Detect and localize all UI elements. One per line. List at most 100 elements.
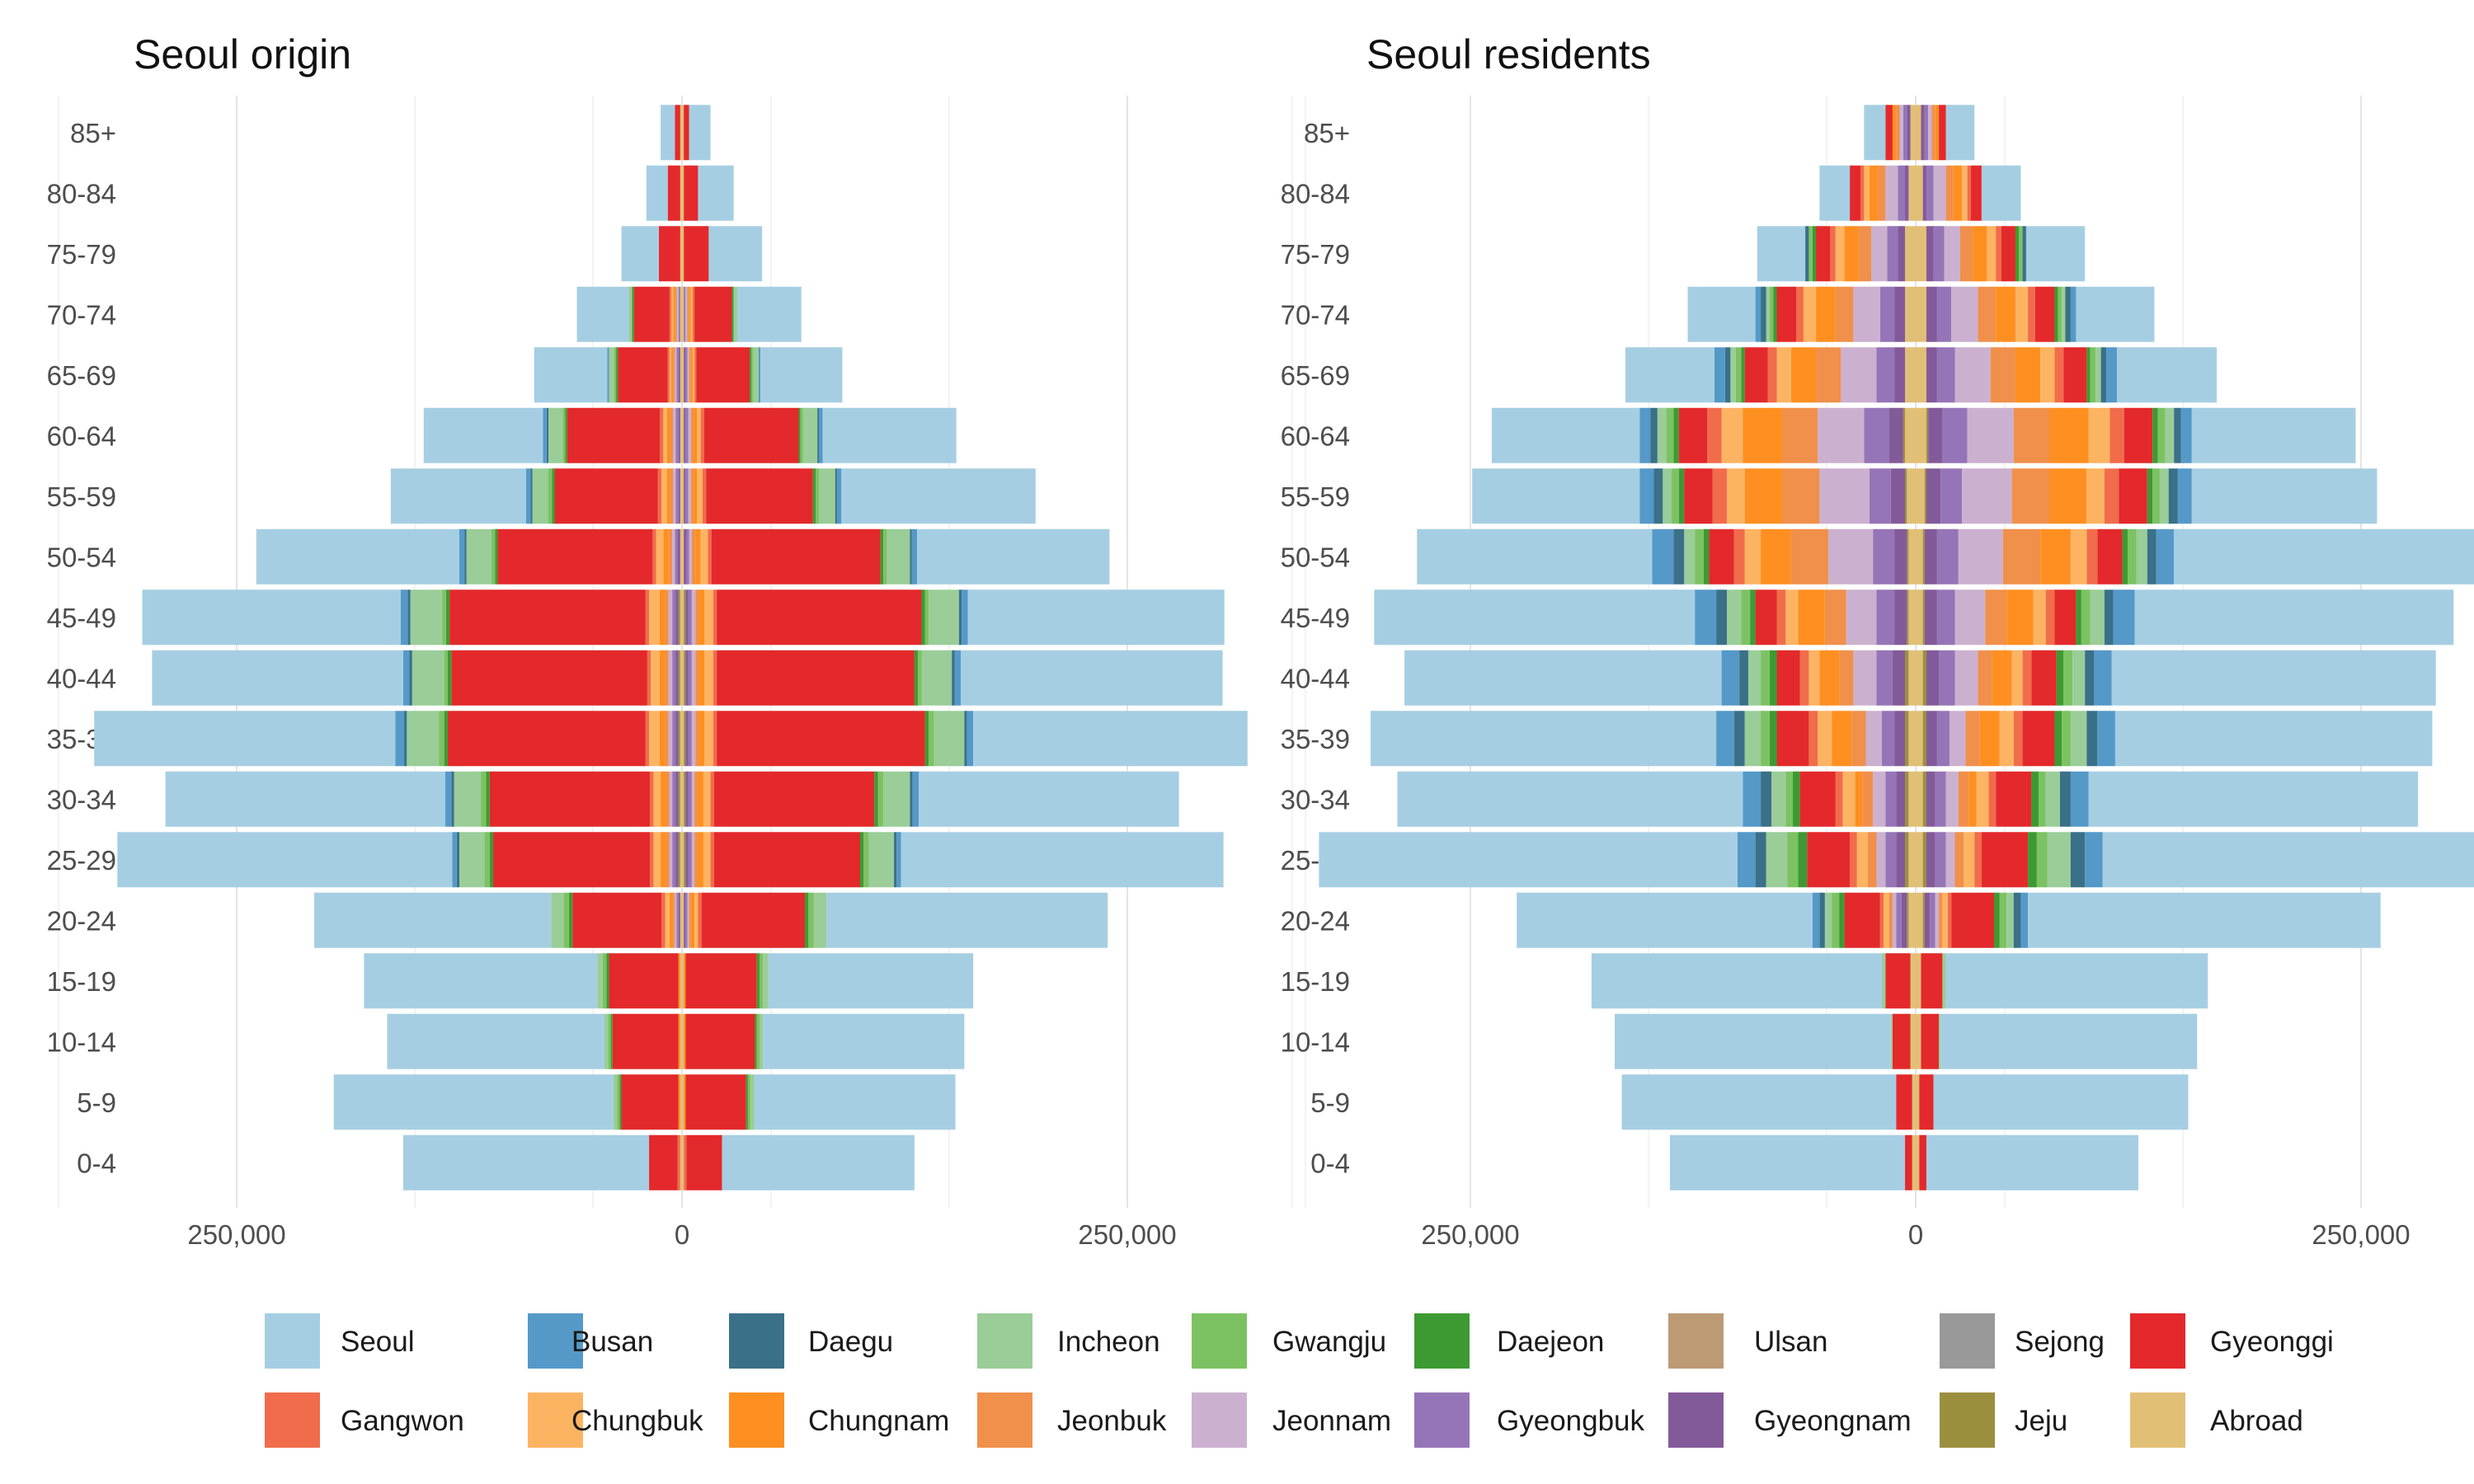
bar-segment-gyeongbuk-left xyxy=(1898,165,1906,221)
bar-segment-gyeongnam-right xyxy=(1926,286,1937,342)
bar-segment-gyeongbuk-right xyxy=(686,528,689,585)
bar-segment-gyeonggi-left xyxy=(1885,105,1893,161)
bar-segment-jeju-left xyxy=(1907,892,1909,948)
bar-segment-jeonnam-left xyxy=(1853,650,1877,706)
bar-segment-gyeongbuk-right xyxy=(688,832,692,888)
bar-segment-gangwon-right xyxy=(713,650,717,706)
bar-segment-jeju-right xyxy=(1924,468,1926,524)
bar-segment-gyeongbuk-left xyxy=(672,832,676,888)
legend-swatch xyxy=(1668,1313,1724,1369)
bar-segment-gangwon-right xyxy=(710,832,714,888)
bar-segment-abroad-right xyxy=(1916,407,1926,463)
bar-segment-jeonnam-right xyxy=(691,589,696,646)
bar-segment-daejeon-left xyxy=(1798,832,1808,888)
bar-segment-incheon-left xyxy=(1881,953,1886,1009)
bar-segment-jeonbuk-right xyxy=(1965,711,1980,767)
bar-segment-gangwon-right xyxy=(692,286,695,342)
bar-segment-chungbuk-right xyxy=(697,407,701,463)
y-tick-label: 30-34 xyxy=(47,784,116,815)
bar-segment-jeonnam-left xyxy=(1841,347,1877,403)
bar-segment-jeonbuk-left xyxy=(1858,226,1871,282)
bar-segment-incheon-left xyxy=(1747,650,1761,706)
bar-segment-gyeongbuk-left xyxy=(1879,286,1895,342)
bar-segment-gyeongnam-left xyxy=(1894,286,1906,342)
x-tick-label: 250,000 xyxy=(1078,1219,1176,1250)
bar-segment-abroad-right xyxy=(1916,347,1926,403)
bar-segment-gyeongnam-left xyxy=(1907,105,1911,161)
bar-segment-gwangju-right xyxy=(808,892,814,948)
bar-segment-incheon-left xyxy=(466,528,492,585)
y-tick-label: 85+ xyxy=(70,118,116,148)
bar-segment-seoul-left xyxy=(333,1074,614,1130)
bar-segment-gyeongbuk-left xyxy=(672,589,676,646)
bar-segment-daegu-right xyxy=(952,650,955,706)
bar-segment-jeonbuk-right xyxy=(1978,650,1992,706)
bar-segment-jeju-left xyxy=(1907,528,1909,585)
bar-segment-chungbuk-left xyxy=(651,650,660,706)
bar-segment-chungbuk-left xyxy=(1818,711,1832,767)
bar-segment-daegu-left xyxy=(530,468,533,524)
bar-segment-jeonnam-right xyxy=(1928,105,1932,161)
y-tick-label: 20-24 xyxy=(1281,905,1350,936)
bar-segment-abroad-left xyxy=(1912,1134,1916,1190)
bar-segment-abroad-right xyxy=(682,347,684,403)
bar-segment-abroad-right xyxy=(682,1013,684,1069)
bar-segment-gwangju-right xyxy=(2019,226,2023,282)
bar-segment-busan-right xyxy=(912,771,920,827)
bar-segment-gyeonggi-right xyxy=(1939,105,1946,161)
bar-segment-gyeonggi-left xyxy=(1678,407,1708,463)
bar-segment-chungnam-left xyxy=(661,771,666,827)
bar-segment-seoul-left xyxy=(1371,711,1717,767)
bar-segment-chungbuk-left xyxy=(1744,528,1761,585)
y-tick-label: 80-84 xyxy=(1281,178,1350,209)
bar-segment-gyeongnam-left xyxy=(678,347,680,403)
bar-segment-gyeongnam-left xyxy=(1892,650,1906,706)
bar-segment-abroad-left xyxy=(1905,407,1916,463)
bar-segment-gyeonggi-left xyxy=(1799,771,1836,827)
bar-segment-gwangju-right xyxy=(800,407,803,463)
bar-segment-incheon-right xyxy=(934,711,965,767)
bar-segment-jeonnam-left xyxy=(673,407,676,463)
bar-segment-daejeon-right xyxy=(914,650,919,706)
bar-segment-jeonnam-right xyxy=(687,892,689,948)
bar-segment-chungnam-right xyxy=(695,528,701,585)
bar-segment-daejeon-left xyxy=(1792,771,1800,827)
legend-item-chungnam: Chungnam xyxy=(729,1392,949,1448)
bar-segment-gangwon-right xyxy=(2109,407,2124,463)
bar-segment-jeonbuk-left xyxy=(670,468,674,524)
bar-segment-gyeongnam-left xyxy=(1905,165,1909,221)
bar-segment-chungbuk-right xyxy=(690,286,693,342)
bar-segment-gwangju-left xyxy=(562,407,566,463)
bar-segment-seoul-left xyxy=(661,105,675,161)
bar-segment-gwangju-left xyxy=(608,1013,611,1069)
bar-segment-seoul-right xyxy=(841,468,1036,524)
bar-segment-gwangju-right xyxy=(929,711,934,767)
bar-segment-daegu-left xyxy=(404,711,407,767)
bar-segment-chungbuk-left xyxy=(669,347,672,403)
bar-segment-jeonnam-right xyxy=(688,407,691,463)
bar-segment-jeonnam-right xyxy=(1944,226,1960,282)
bar-segment-chungbuk-right xyxy=(703,771,711,827)
bar-segment-busan-left xyxy=(459,528,465,585)
bar-segment-incheon-right xyxy=(733,286,737,342)
bar-segment-chungnam-left xyxy=(666,407,670,463)
bar-segment-incheon-left xyxy=(1684,528,1696,585)
bar-segment-gwangju-left xyxy=(444,650,448,706)
bar-segment-chungnam-right xyxy=(684,953,686,1009)
bar-segment-gyeongbuk-right xyxy=(685,347,688,403)
bar-segment-jeju-right xyxy=(1926,407,1929,463)
y-tick-label: 75-79 xyxy=(1281,239,1350,270)
bar-segment-daejeon-right xyxy=(745,1074,748,1130)
legend-label: Busan xyxy=(571,1326,653,1358)
bar-segment-daejeon-right xyxy=(2152,407,2158,463)
bar-segment-seoul-left xyxy=(621,226,659,282)
bar-segment-gyeongnam-right xyxy=(1926,468,1941,524)
legend-swatch xyxy=(977,1313,1032,1369)
bar-segment-chungbuk-right xyxy=(1964,832,1975,888)
bar-segment-incheon-left xyxy=(410,589,443,646)
bar-segment-gyeonggi-left xyxy=(667,165,680,221)
legend-item-jeju: Jeju xyxy=(1940,1392,2067,1448)
bar-segment-chungnam-right xyxy=(1996,286,2015,342)
bar-segment-gyeonggi-right xyxy=(685,1013,755,1069)
bar-segment-abroad-right xyxy=(682,711,684,767)
